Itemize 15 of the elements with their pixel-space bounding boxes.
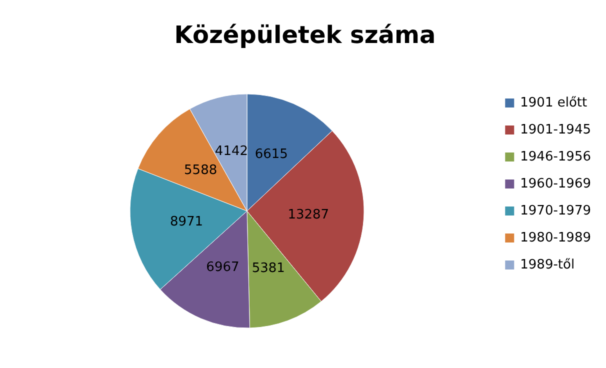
- legend-label: 1980-1989: [520, 230, 591, 246]
- legend-label: 1970-1979: [520, 204, 591, 218]
- legend-label: 1901-1945: [520, 122, 591, 138]
- data-label: 5381: [252, 261, 285, 276]
- legend-label: 1989-től: [520, 258, 575, 272]
- legend-label: 1946-1956: [520, 150, 591, 164]
- data-label: 5588: [184, 163, 218, 178]
- data-label: 4142: [214, 144, 248, 159]
- data-label: 8971: [170, 214, 204, 230]
- legend-label: 1901 előtt: [520, 96, 588, 110]
- data-label: 13287: [288, 207, 330, 222]
- data-label: 6615: [254, 147, 288, 162]
- legend-label: 1960-1969: [520, 176, 591, 192]
- chart-title: Középületek száma: [174, 21, 436, 49]
- data-label: 6967: [206, 260, 240, 276]
